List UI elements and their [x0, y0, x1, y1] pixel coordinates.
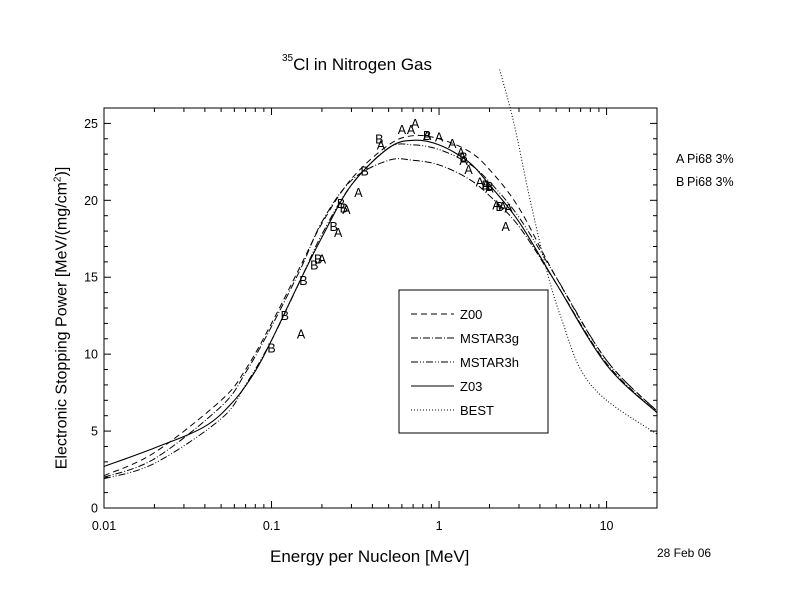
data-marker-a: A [297, 328, 306, 342]
y-axis-label: Electronic Stopping Power [MeV/(mg/cm2)] [52, 167, 71, 470]
series-line-z00 [104, 134, 657, 477]
chart-title: 35Cl in Nitrogen Gas [282, 53, 433, 75]
x-tick-label: 0.01 [92, 519, 116, 533]
legend-label-z00: Z00 [460, 307, 482, 322]
data-marker-b: B [482, 178, 490, 192]
data-marker-b: B [375, 132, 383, 146]
legend-label-z03: Z03 [460, 379, 482, 394]
y-axis-label-main: Electronic Stopping Power [MeV/(mg/cm [53, 182, 71, 470]
data-source-label: Pi68 3% [687, 175, 734, 189]
data-marker-a: A [354, 186, 363, 200]
y-tick-label: 0 [91, 502, 98, 516]
data-marker-b: B [337, 197, 345, 211]
data-marker-a: A [464, 163, 473, 177]
title-text: Cl in Nitrogen Gas [293, 55, 433, 74]
x-tick-label: 1 [436, 519, 443, 533]
data-marker-a: A [502, 220, 511, 234]
data-marker-b: B [310, 258, 318, 272]
data-source-entry: A Pi68 3% [676, 152, 734, 166]
data-marker-a: A [411, 117, 420, 131]
data-marker-a: A [407, 123, 416, 137]
data-marker-a: A [499, 200, 508, 214]
date-label: 28 Feb 06 [657, 546, 712, 560]
data-source-code: B [676, 175, 685, 189]
legend-label-mstar3h: MSTAR3h [460, 355, 519, 370]
data-marker-b: B [267, 342, 275, 356]
y-tick-label: 5 [91, 425, 98, 439]
data-marker-b: B [361, 165, 369, 179]
data-marker-b: B [495, 200, 503, 214]
data-marker-a: A [485, 182, 494, 196]
data-marker-a: A [398, 123, 407, 137]
data-marker-a: A [459, 154, 468, 168]
data-marker-a: A [448, 137, 457, 151]
data-marker-b: B [330, 220, 338, 234]
data-marker-a: A [342, 203, 351, 217]
series-line-best [499, 69, 657, 435]
data-marker-b: B [299, 274, 307, 288]
data-marker-b: B [340, 202, 348, 216]
data-marker-a: A [377, 138, 386, 152]
y-axis-label-superscript: 2 [52, 176, 64, 183]
legend-label-mstar3g: MSTAR3g [460, 331, 519, 346]
y-tick-label: 15 [84, 271, 98, 285]
title-isotope-superscript: 35 [282, 53, 294, 65]
data-marker-b: B [423, 129, 431, 143]
data-source-entry: B Pi68 3% [676, 175, 734, 189]
y-tick-label: 25 [84, 117, 98, 131]
x-axis-label: Energy per Nucleon [MeV] [270, 547, 470, 566]
data-marker-a: A [423, 129, 432, 143]
data-marker-b: B [459, 151, 467, 165]
series-line-mstar3h [104, 143, 657, 480]
x-tick-label: 10 [600, 519, 614, 533]
y-tick-label: 20 [84, 194, 98, 208]
data-marker-a: A [318, 252, 327, 266]
y-tick-label: 10 [84, 348, 98, 362]
data-marker-a: A [457, 146, 466, 160]
data-marker-a: A [504, 202, 513, 216]
data-marker-b: B [314, 252, 322, 266]
data-source-code: A [676, 152, 685, 166]
data-marker-b: B [485, 180, 493, 194]
data-marker-a: A [476, 175, 485, 189]
series-line-z03 [104, 139, 657, 467]
legend-label-best: BEST [460, 403, 494, 418]
data-marker-a: A [435, 131, 444, 145]
data-marker-a: A [334, 226, 343, 240]
x-tick-label: 0.1 [263, 519, 280, 533]
data-source-label: Pi68 3% [687, 152, 734, 166]
data-marker-b: B [281, 309, 289, 323]
data-marker-a: A [492, 198, 501, 212]
y-axis-label-close: )] [53, 166, 71, 177]
data-marker-a: A [482, 178, 491, 192]
series-line-mstar3g [104, 158, 657, 478]
